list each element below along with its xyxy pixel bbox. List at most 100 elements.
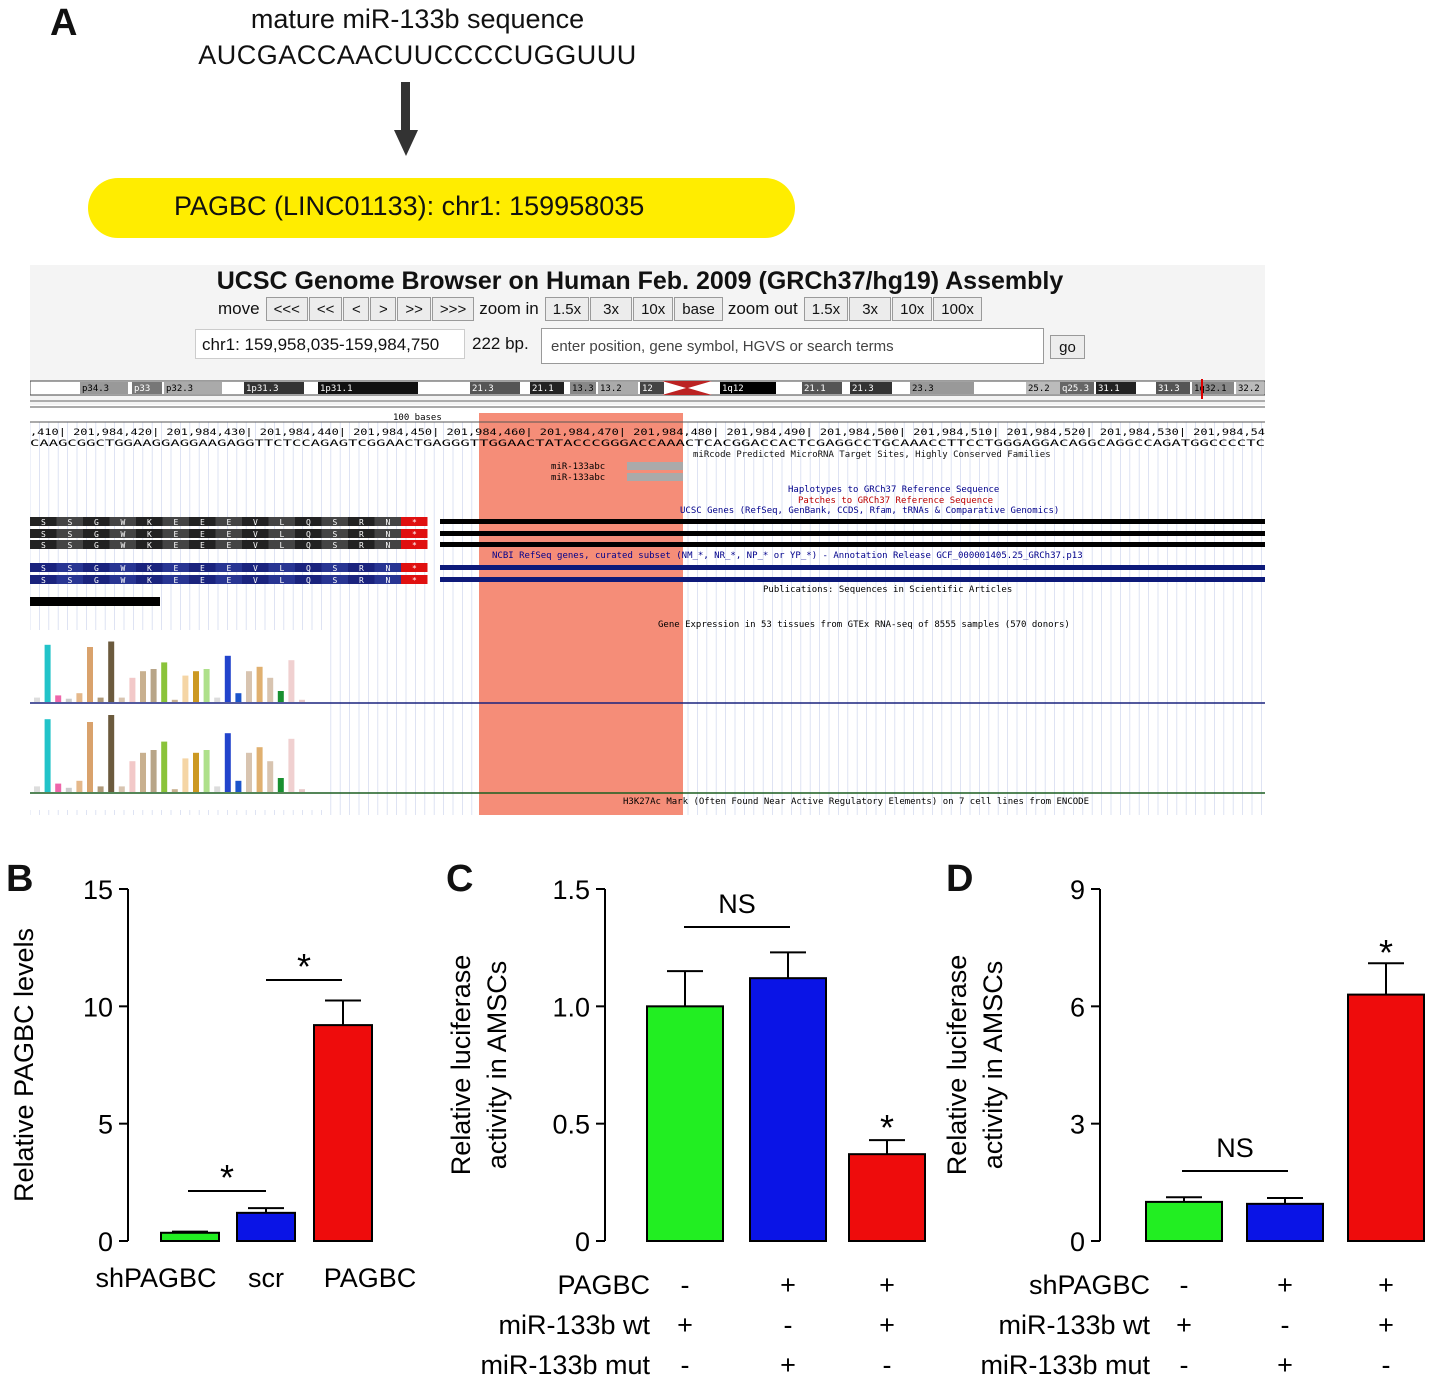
codon-box <box>30 563 57 572</box>
gtex-bar <box>108 715 115 792</box>
move-right-button[interactable]: > <box>370 297 397 321</box>
condition-mark: + <box>879 1270 895 1300</box>
scale-label: 100 bases <box>393 413 442 423</box>
amino-acid-label: V <box>253 541 258 550</box>
zoom-in-1-5x-button[interactable]: 1.5x <box>544 297 590 321</box>
amino-acid-label: E <box>227 576 232 585</box>
zoom-out-10x-button[interactable]: 10x <box>892 297 933 321</box>
mir133-label-2: miR-133abc <box>551 473 605 483</box>
move-right-more-button[interactable]: >> <box>397 297 431 321</box>
zoom-out-100x-button[interactable]: 100x <box>933 297 982 321</box>
gtex-bar <box>97 697 104 702</box>
position-field[interactable]: chr1: 159,958,035-159,984,750 <box>195 329 465 359</box>
chromosome-band <box>244 382 304 394</box>
gtex-bar <box>150 669 157 702</box>
amino-acid-label: N <box>386 576 391 585</box>
amino-acid-label: N <box>386 564 391 573</box>
zoom-in-3x-button[interactable]: 3x <box>590 297 633 321</box>
zoom-base-button[interactable]: base <box>674 297 723 321</box>
zoom-out-3x-button[interactable]: 3x <box>849 297 892 321</box>
gtex-bar <box>34 697 40 702</box>
bar <box>1347 993 1425 1242</box>
codon-box <box>136 563 163 572</box>
codon-box <box>136 540 163 549</box>
band-label: 32.2 <box>1238 384 1260 394</box>
amino-acid-label: L <box>280 541 285 550</box>
chromosome-band <box>132 382 162 394</box>
amino-acid-label: E <box>174 564 179 573</box>
gtex-bar <box>65 787 72 792</box>
chromosome-band <box>1026 382 1060 394</box>
zoom-out-1-5x-button[interactable]: 1.5x <box>803 297 849 321</box>
gtex-bar <box>299 699 305 702</box>
amino-acid-label: K <box>147 541 152 550</box>
amino-acid-label: V <box>253 530 258 539</box>
x-tick-label: shPAGBC <box>95 1263 216 1293</box>
y-tick-label: 3 <box>1070 1110 1085 1140</box>
panel-label-d: D <box>946 858 974 900</box>
amino-acid-label: E <box>227 518 232 527</box>
amino-acid-label: G <box>94 530 99 539</box>
mircode-track-label: miRcode Predicted MicroRNA Target Sites,… <box>693 450 1051 460</box>
amino-acid-label: W <box>121 564 126 573</box>
bar <box>313 1024 373 1242</box>
codon-box <box>30 529 57 538</box>
amino-acid-label: L <box>280 564 285 573</box>
amino-acid-label: Q <box>306 564 311 573</box>
h3k27ac-track-label: H3K27Ac Mark (Often Found Near Active Re… <box>623 797 1089 807</box>
amino-acid-label: S <box>41 576 46 585</box>
codon-box <box>215 529 242 538</box>
condition-mark: + <box>1277 1270 1293 1300</box>
chromosome-band <box>1156 382 1190 394</box>
codon-box <box>268 529 295 538</box>
chromosome-band <box>720 382 776 394</box>
gtex-bar <box>193 752 199 792</box>
y-tick-label: 0.5 <box>552 1110 590 1140</box>
amino-acid-label: N <box>386 530 391 539</box>
codon-box <box>136 517 163 526</box>
amino-acid-label: * <box>412 530 417 539</box>
codon-box <box>295 529 322 538</box>
amino-acid-label: R <box>359 541 364 550</box>
chromosome-band <box>164 382 222 394</box>
go-button[interactable]: go <box>1050 335 1085 359</box>
gtex-bar <box>76 693 83 702</box>
zoom-in-10x-button[interactable]: 10x <box>633 297 674 321</box>
pagbc-highlight: PAGBC (LINC01133): chr1: 159958035 <box>88 178 795 238</box>
gtex-bar <box>118 786 125 792</box>
codon-box <box>56 540 83 549</box>
amino-acid-label: E <box>200 518 205 527</box>
band-label: 25.2 <box>1028 384 1050 394</box>
codon-box <box>321 563 348 572</box>
amino-acid-label: W <box>121 576 126 585</box>
codon-box <box>162 563 189 572</box>
band-label: 21.3 <box>852 384 874 394</box>
move-far-right-button[interactable]: >>> <box>431 297 475 321</box>
codon-box <box>189 575 216 584</box>
codon-box <box>374 517 401 526</box>
amino-acid-label: G <box>94 518 99 527</box>
amino-acid-label: E <box>227 564 232 573</box>
gene-line <box>440 519 1265 524</box>
move-left-more-button[interactable]: << <box>308 297 343 321</box>
codon-box <box>374 563 401 572</box>
codon-box <box>268 575 295 584</box>
condition-mark: + <box>1277 1350 1293 1380</box>
gtex-bar <box>44 644 51 702</box>
move-far-left-button[interactable]: <<< <box>265 297 308 321</box>
codon-box <box>189 540 216 549</box>
codon-box <box>401 529 428 538</box>
condition-label: miR-133b mut <box>980 1350 1150 1380</box>
condition-mark: - <box>681 1270 690 1300</box>
search-input[interactable]: enter position, gene symbol, HGVS or sea… <box>541 328 1044 364</box>
chromosome-band <box>598 382 638 394</box>
y-tick-label: 10 <box>83 992 113 1022</box>
x-tick-label: scr <box>248 1263 284 1293</box>
mir133-label-1: miR-133abc <box>551 462 605 472</box>
y-axis-label: Relative PAGBC levels <box>9 928 39 1202</box>
codon-box <box>374 529 401 538</box>
zoom-in-label: zoom in <box>479 299 539 318</box>
amino-acid-label: * <box>412 564 417 573</box>
move-left-button[interactable]: < <box>343 297 370 321</box>
gene-line <box>440 577 1265 582</box>
